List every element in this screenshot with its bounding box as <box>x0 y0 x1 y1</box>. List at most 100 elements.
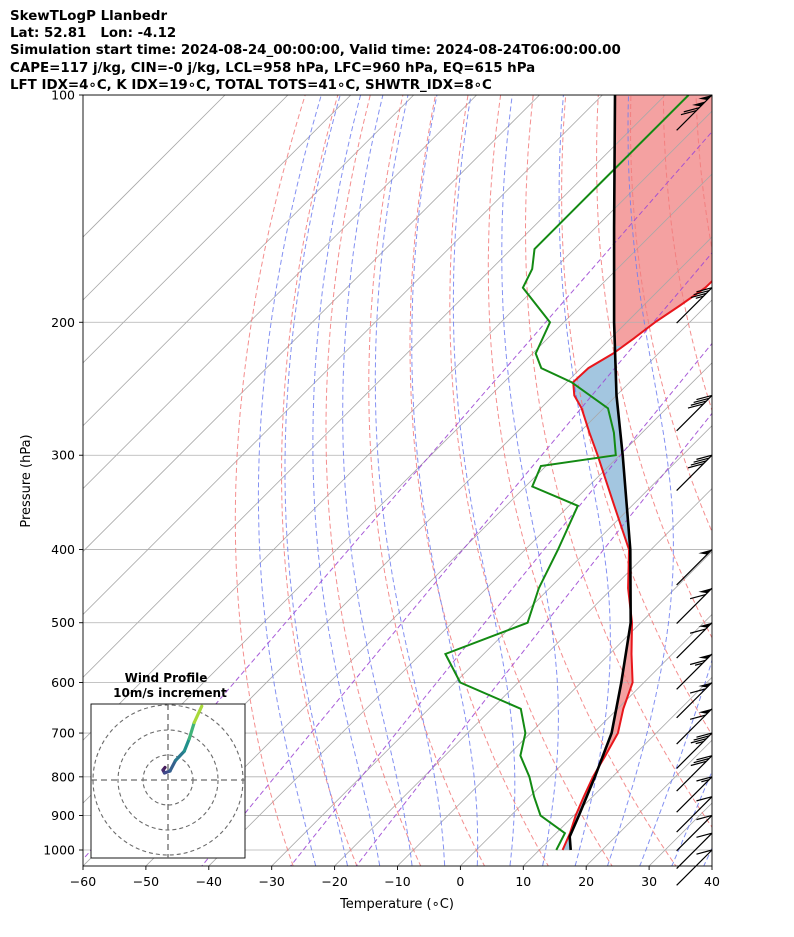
y-tick-label: 400 <box>51 542 75 557</box>
wind-barb-feather <box>693 457 710 463</box>
mixing-ratio-line <box>83 131 712 861</box>
wind-barb-staff <box>676 395 713 432</box>
moist-adiabat <box>558 95 611 866</box>
profiles-layer <box>443 95 712 851</box>
mixing-ratio-line <box>355 412 712 866</box>
y-tick-label: 800 <box>51 769 75 784</box>
wind-barb-feather <box>696 776 713 782</box>
wind-barb-feather <box>689 593 706 600</box>
wind-barb <box>676 755 713 792</box>
moist-adiabat <box>452 95 516 866</box>
wind-barb-feather <box>696 814 713 821</box>
wind-barb-feather <box>696 849 713 855</box>
wind-barb-staff <box>676 622 713 659</box>
wind-barb <box>676 776 713 813</box>
wind-barb-staff <box>676 708 713 745</box>
isotherm <box>271 425 712 866</box>
wind-barb-feather <box>689 628 706 634</box>
mixing-ratio-line <box>289 342 712 866</box>
wind-barb-pennant <box>698 682 712 688</box>
x-tick-label: −40 <box>196 874 222 889</box>
dry-adiabat <box>281 95 358 866</box>
wind-barb-pennant <box>698 653 712 659</box>
x-tick-label: 30 <box>641 874 657 889</box>
hodograph-ring <box>92 704 244 856</box>
hodograph-subtitle: 10m/s increment <box>113 686 227 700</box>
wind-barb-staff <box>676 776 713 813</box>
wind-barb <box>676 708 713 745</box>
wind-barb-feather <box>689 714 706 720</box>
x-tick-label: −60 <box>70 874 96 889</box>
y-tick-label: 1000 <box>43 843 75 858</box>
isotherm <box>83 95 478 490</box>
wind-barb-staff <box>676 587 713 624</box>
hodograph-ring <box>142 754 194 806</box>
wind-barb-feather <box>696 287 713 293</box>
wind-barb-staff <box>676 94 713 131</box>
wind-barbs <box>676 94 713 886</box>
wind-barb-staff <box>676 682 713 719</box>
moist-adiabat <box>374 95 446 866</box>
wind-barb <box>676 394 713 432</box>
hodograph-segment <box>192 704 204 725</box>
wind-barb <box>676 682 713 719</box>
wind-barb-staff <box>676 796 713 833</box>
wind-barb-feather <box>695 740 704 745</box>
grid-layer <box>83 42 794 882</box>
wind-barb <box>676 622 713 659</box>
hodograph-inset: Wind Profile 10m/s increment <box>90 671 246 859</box>
dry-adiabat <box>561 95 712 737</box>
hodograph-segment <box>187 720 196 741</box>
y-tick-label: 900 <box>51 808 75 823</box>
cin-region <box>598 609 633 767</box>
hodograph-ring <box>117 729 219 831</box>
hodograph-segment <box>168 758 178 773</box>
y-tick-label: 200 <box>51 315 75 330</box>
header-station: SkewTLogP Llanbedr <box>10 9 168 24</box>
wind-barb-staff <box>676 832 713 869</box>
moist-adiabat <box>342 95 413 866</box>
y-axis-title: Pressure (hPa) <box>19 434 34 527</box>
dry-adiabat <box>662 95 712 412</box>
wind-barb-staff <box>676 849 713 886</box>
wind-barb-feather <box>693 735 710 741</box>
dry-adiabat <box>368 95 486 866</box>
wind-barb-staff <box>676 815 713 852</box>
wind-barb-pennant <box>698 588 712 594</box>
x-tick-label: 10 <box>515 874 531 889</box>
wind-barb-feather <box>680 109 697 116</box>
wind-barb <box>676 849 713 886</box>
wind-barb-feather <box>696 832 713 838</box>
isotherm <box>83 110 712 741</box>
wind-barb-feather <box>690 760 707 767</box>
isotherm <box>522 676 712 866</box>
header-cape-line: CAPE=117 j/kg, CIN=-0 j/kg, LCL=958 hPa,… <box>10 60 536 76</box>
header-times: Simulation start time: 2024-08-24_00:00:… <box>10 43 621 59</box>
wind-barb-pennant <box>698 95 712 100</box>
wind-barb-feather <box>687 463 704 469</box>
wind-barb-feather <box>694 662 703 666</box>
mixing-ratio-line <box>201 252 712 866</box>
wind-barb-staff <box>676 549 713 586</box>
axes-layer: −60 −50 −40 −30 −20 −10 0 10 20 30 40 100 200 300 400 5… <box>43 88 720 890</box>
wind-barb-staff <box>676 454 713 492</box>
wind-barb <box>676 94 713 131</box>
wind-barb-feather <box>696 732 713 738</box>
wind-barb-feather <box>683 107 700 113</box>
wind-barb <box>676 549 713 586</box>
isotherm <box>83 95 603 615</box>
isotherm <box>83 95 415 427</box>
wind-barb-pennant <box>698 622 712 628</box>
dry-adiabat <box>758 42 794 882</box>
wind-barb-feather <box>689 659 706 666</box>
wind-barb-feather <box>693 397 710 404</box>
wind-barb-feather <box>690 460 707 466</box>
wind-barb <box>676 287 713 324</box>
wind-barb-staff <box>676 653 713 690</box>
hodograph-title: Wind Profile <box>125 671 208 685</box>
plot-area <box>83 42 794 882</box>
x-tick-label: −50 <box>133 874 159 889</box>
dry-adiabat <box>487 95 677 866</box>
dry-adiabat <box>789 42 794 882</box>
